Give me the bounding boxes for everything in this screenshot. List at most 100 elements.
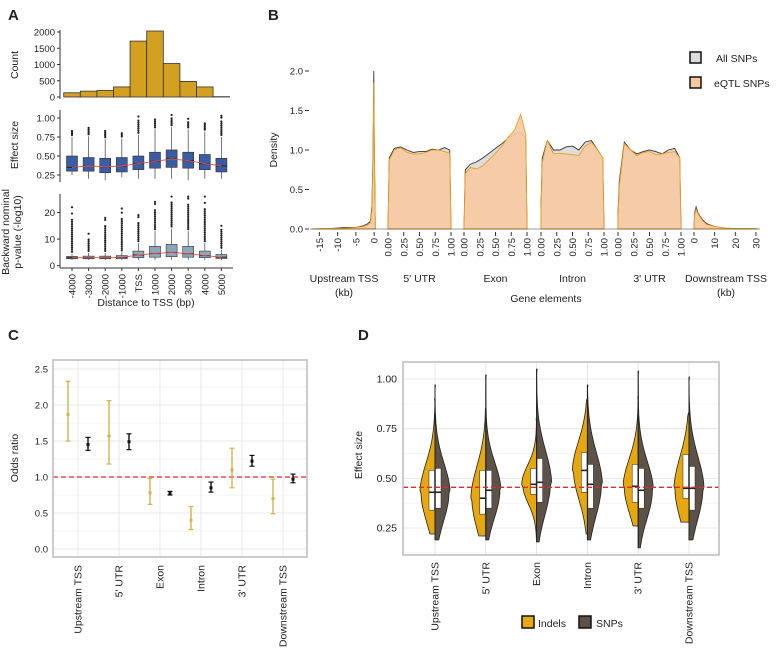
density-eqtl-snps [693,207,759,230]
outlier-point [137,127,140,130]
x-tick-label: -3000 [84,274,95,298]
outlier-point [153,228,157,231]
segment-label: Intron [559,273,586,285]
outlier-point [170,195,173,198]
outlier-point [137,234,140,237]
outlier-point [153,211,157,214]
panel-label-b: B [268,7,279,24]
y-tick-label: 20 [44,208,55,219]
outlier-point [70,212,74,215]
outlier-point [153,223,157,227]
legend-label-all-snps: All SNPs [716,53,757,65]
outlier-point [104,129,107,133]
density-all-snps [311,70,376,230]
outlier-point [203,210,206,213]
box [199,250,211,259]
x-tick-label: 0.50 [491,238,502,257]
x-tick-label: -10 [333,238,344,252]
outlier-point [137,123,140,126]
box [182,245,194,258]
outlier-point [153,217,157,220]
outlier-point [120,228,123,231]
outlier-point [70,235,74,238]
outlier-point [104,243,107,246]
x-tick-label: 5' UTR [114,565,126,598]
outlier-point [120,232,123,235]
x-tick-label: 0.00 [384,238,395,257]
outlier-point [120,211,123,214]
outlier-point [220,238,223,241]
outlier-point [187,126,190,129]
x-axis-label: Distance to TSS (bp) [97,297,194,309]
outlier-point [220,244,223,247]
box [116,157,128,173]
y-tick-label: 0.0 [35,545,48,556]
density-eqtl-snps [463,113,528,230]
x-tick-label: 10 [710,238,721,249]
panel-a: 0 500 1000 1500 2000 Count 0.25 0.50 0.75 1.00 Eff… [0,28,233,309]
outlier-point [120,133,123,136]
outlier-point [70,233,74,236]
outlier-point [187,225,190,229]
outlier-point [70,231,74,234]
histogram-bar [179,81,197,98]
histogram-bar [96,90,114,98]
outlier-point [104,233,107,236]
outlier-point [187,223,190,227]
x-tick-label: 3' UTR [237,565,249,598]
outlier-point [170,211,173,214]
box-indels [530,468,537,495]
outlier-point [220,228,223,231]
outlier-point [153,215,157,218]
legend-swatch-snps [578,615,592,629]
outlier-point [70,227,74,230]
x-tick-label: 0.25 [552,238,563,257]
hist-y-tick-label: 500 [39,76,55,87]
x-tick-label: -15 [315,238,326,252]
y-tick-label: 0.75 [377,423,398,435]
outlier-point [70,225,74,228]
y-axis-label: Density [268,132,280,168]
outlier-point [220,236,223,239]
trend-line [71,158,222,168]
outlier-point [104,235,107,238]
x-tick-label: 3000 [184,274,195,295]
outlier-point [187,124,190,127]
outlier-point [187,228,190,231]
outlier-point [87,232,90,235]
x-tick-label: 0.25 [399,238,410,257]
outlier-point [120,245,123,248]
outlier-point [153,213,157,216]
plot-border [52,359,308,558]
outlier-point [153,118,157,121]
outlier-point [220,114,223,117]
segment-label: 3' UTR [633,273,666,285]
x-tick-label: 0.50 [645,238,656,257]
outlier-point [87,131,90,134]
outlier-point [120,243,123,246]
outlier-point [170,201,173,204]
y-tick-label: 2.5 [35,365,48,376]
x-tick-label: -1000 [117,274,128,298]
outlier-point [120,234,123,237]
y-tick-label: 0.5 [290,185,303,196]
outlier-point [220,131,223,135]
point-estimate [250,459,254,463]
trend-line [72,251,222,259]
outlier-point [203,212,206,215]
outlier-point [137,239,140,243]
legend-swatch-all-snps [689,51,702,64]
y-axis-label: Effect size [353,431,365,479]
outlier-point [220,122,223,125]
point-estimate [230,468,234,472]
hist-y-tick-label: 1500 [34,44,55,55]
point-estimate [148,491,152,495]
histogram-bar [146,30,164,98]
outlier-point [137,228,140,231]
outlier-point [120,132,123,135]
outlier-point [220,126,223,129]
x-tick-label: Downstream TSS [684,562,696,644]
outlier-point [153,225,157,229]
outlier-point [87,246,90,249]
outlier-point [70,223,74,226]
